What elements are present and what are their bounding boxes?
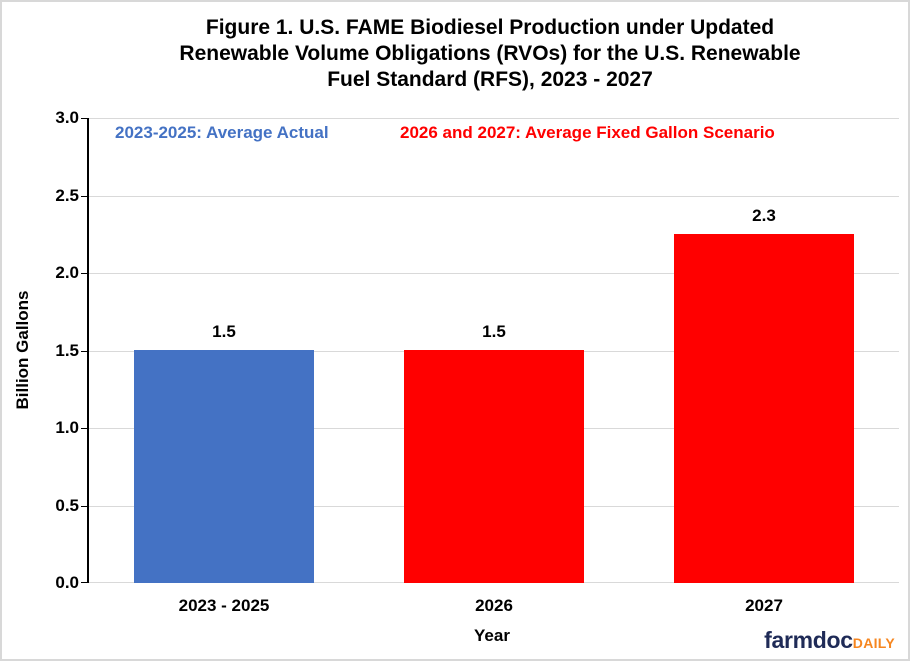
y-tick-label: 0.0 bbox=[55, 573, 79, 592]
y-axis-title: Billion Gallons bbox=[13, 290, 32, 410]
y-tick-label: 2.5 bbox=[55, 186, 79, 205]
chart-title-line-3: Fuel Standard (RFS), 2023 - 2027 bbox=[327, 68, 653, 91]
gridline bbox=[89, 118, 899, 119]
y-tick-label: 2.0 bbox=[55, 263, 79, 282]
y-tick-label: 3.0 bbox=[55, 108, 79, 127]
bar-3 bbox=[674, 234, 854, 583]
farmdoc-daily-logo: farmdocDAILY bbox=[764, 629, 895, 652]
plot-area: 3.0 2.5 2.0 1.5 1.0 0.5 0.0 1.5 2023 - 2025 1.5 20… bbox=[55, 109, 899, 615]
bar-1 bbox=[134, 350, 314, 583]
y-axis-tick bbox=[81, 351, 89, 352]
y-tick-label: 0.5 bbox=[55, 496, 79, 515]
y-axis-tick bbox=[81, 428, 89, 429]
farmdoc-logo-text: farmdoc bbox=[764, 627, 853, 653]
chart-title-line-2: Renewable Volume Obligations (RVOs) for … bbox=[179, 42, 801, 65]
bar-2 bbox=[404, 350, 584, 583]
x-axis-title: Year bbox=[474, 626, 510, 645]
annotation-fixed-gallon-scenario: 2026 and 2027: Average Fixed Gallon Scen… bbox=[400, 123, 775, 142]
annotation-average-actual: 2023-2025: Average Actual bbox=[115, 123, 329, 142]
farmdoc-daily-suffix: DAILY bbox=[852, 635, 895, 651]
y-axis-tick bbox=[81, 118, 89, 119]
y-axis-tick bbox=[81, 196, 89, 197]
y-tick-label: 1.5 bbox=[55, 341, 79, 360]
y-axis-tick bbox=[81, 506, 89, 507]
y-tick-label: 1.0 bbox=[55, 418, 79, 437]
x-tick-label: 2027 bbox=[745, 596, 783, 615]
y-axis-tick bbox=[81, 582, 89, 583]
bar-value-label: 1.5 bbox=[212, 322, 236, 341]
gridline bbox=[89, 196, 899, 197]
x-tick-label: 2026 bbox=[475, 596, 513, 615]
chart-title: Figure 1. U.S. FAME Biodiesel Production… bbox=[87, 15, 893, 93]
gridline bbox=[89, 273, 899, 274]
chart-title-line-1: Figure 1. U.S. FAME Biodiesel Production… bbox=[205, 16, 775, 39]
bar-value-label: 1.5 bbox=[482, 322, 506, 341]
x-tick-label: 2023 - 2025 bbox=[178, 596, 270, 615]
y-axis-tick bbox=[81, 273, 89, 274]
bar-value-label: 2.3 bbox=[752, 206, 776, 225]
